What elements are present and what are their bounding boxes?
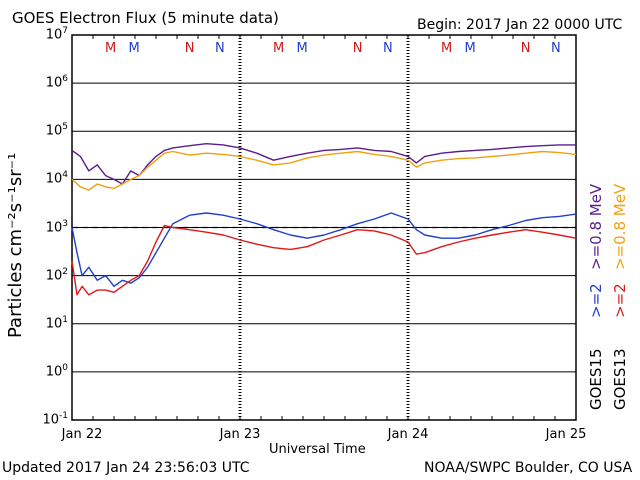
orbit-marker: M bbox=[464, 41, 476, 56]
series-line-0 bbox=[71, 142, 576, 185]
y-tick-label: 107 bbox=[45, 26, 68, 43]
x-tick-label: Jan 25 bbox=[545, 427, 587, 442]
series-line-2 bbox=[71, 212, 577, 287]
y-tick-label: 10-1 bbox=[42, 411, 68, 428]
y-axis-label: Particles cm⁻²s⁻¹sr⁻¹ bbox=[5, 152, 26, 338]
y-tick-label: 101 bbox=[45, 314, 68, 332]
legend-g13-08: >=0.8 MeV bbox=[611, 183, 629, 270]
legend-g15-08: >=0.8 MeV bbox=[587, 183, 605, 270]
chart-title: GOES Electron Flux (5 minute data) bbox=[12, 9, 279, 27]
begin-time: Begin: 2017 Jan 22 0000 UTC bbox=[417, 17, 623, 33]
y-tick-label: 100 bbox=[45, 362, 68, 380]
x-tick-label: Jan 22 bbox=[61, 427, 103, 442]
orbit-marker: N bbox=[214, 41, 225, 56]
orbit-marker: N bbox=[184, 41, 195, 56]
legend-goes15: GOES15 bbox=[587, 348, 605, 410]
grid-lines bbox=[72, 82, 576, 373]
orbit-marker: N bbox=[382, 41, 393, 56]
y-tick-label: 103 bbox=[45, 218, 68, 235]
orbit-marker: N bbox=[550, 41, 561, 56]
updated-time: Updated 2017 Jan 24 23:56:03 UTC bbox=[2, 460, 250, 476]
y-tick-label: 104 bbox=[45, 170, 68, 187]
series-line-3 bbox=[71, 224, 577, 296]
data-series bbox=[71, 142, 577, 296]
y-tick-label: 102 bbox=[45, 266, 68, 283]
orbit-marker: N bbox=[352, 41, 363, 56]
orbit-marker: M bbox=[273, 41, 285, 56]
y-tick-label: 105 bbox=[45, 122, 68, 139]
orbit-marker: M bbox=[128, 41, 140, 56]
x-axis-label: Universal Time bbox=[269, 442, 366, 457]
credit: NOAA/SWPC Boulder, CO USA bbox=[424, 460, 633, 476]
x-tick-label: Jan 24 bbox=[387, 427, 429, 442]
x-tick-label: Jan 23 bbox=[219, 427, 261, 442]
orbit-marker: M bbox=[105, 41, 117, 56]
legend-goes13: GOES13 bbox=[611, 348, 629, 410]
orbit-marker: M bbox=[296, 41, 308, 56]
y-tick-label: 106 bbox=[45, 74, 68, 91]
legend-g13-2: >=2 bbox=[611, 283, 629, 318]
series-line-1 bbox=[71, 150, 577, 191]
legend-g15-2: >=2 bbox=[587, 283, 605, 318]
orbit-marker: M bbox=[441, 41, 453, 56]
orbit-marker: N bbox=[520, 41, 531, 56]
